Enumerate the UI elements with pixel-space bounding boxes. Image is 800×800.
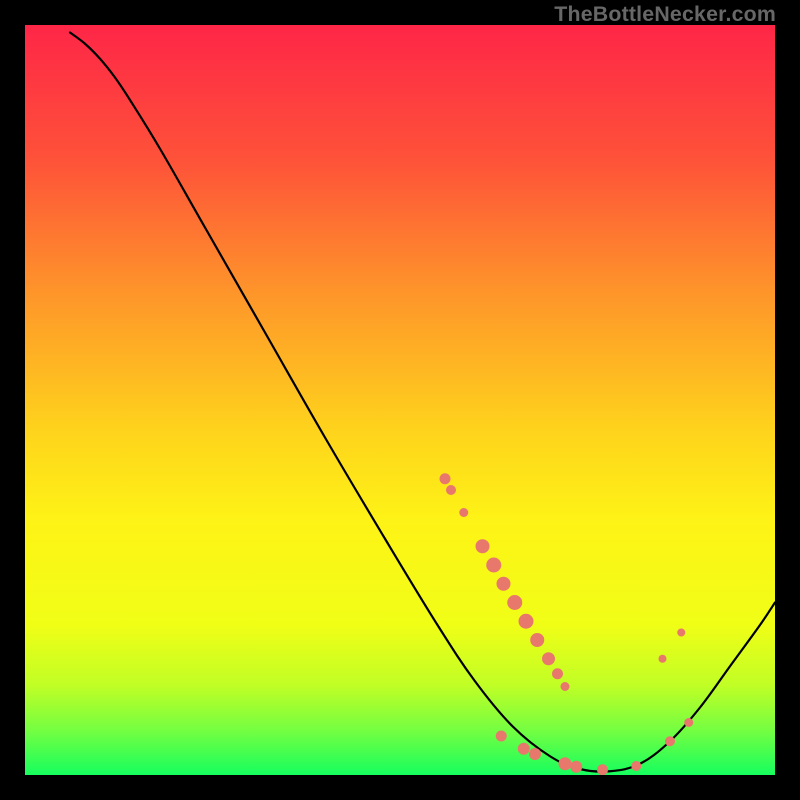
data-marker <box>529 748 541 760</box>
data-marker <box>631 761 641 771</box>
stage: TheBottleNecker.com <box>0 0 800 800</box>
plot-area <box>25 25 775 775</box>
data-marker <box>497 577 511 591</box>
data-marker <box>665 736 675 746</box>
data-marker <box>570 761 582 773</box>
data-marker <box>518 743 530 755</box>
bottleneck-curve <box>70 33 775 772</box>
data-marker <box>476 539 490 553</box>
data-marker <box>507 595 522 610</box>
data-marker <box>486 558 501 573</box>
data-marker <box>677 629 685 637</box>
data-marker <box>684 718 693 727</box>
data-marker <box>440 473 451 484</box>
watermark-text: TheBottleNecker.com <box>554 2 776 27</box>
data-marker <box>597 764 608 775</box>
data-marker <box>496 731 507 742</box>
data-marker <box>459 508 468 517</box>
data-marker <box>530 633 544 647</box>
data-marker <box>659 655 667 663</box>
plot-overlay-svg <box>25 25 775 775</box>
data-marker <box>561 682 570 691</box>
marker-group <box>440 473 694 775</box>
data-marker <box>446 485 456 495</box>
data-marker <box>559 757 572 770</box>
data-marker <box>552 668 563 679</box>
data-marker <box>519 614 534 629</box>
data-marker <box>542 652 555 665</box>
